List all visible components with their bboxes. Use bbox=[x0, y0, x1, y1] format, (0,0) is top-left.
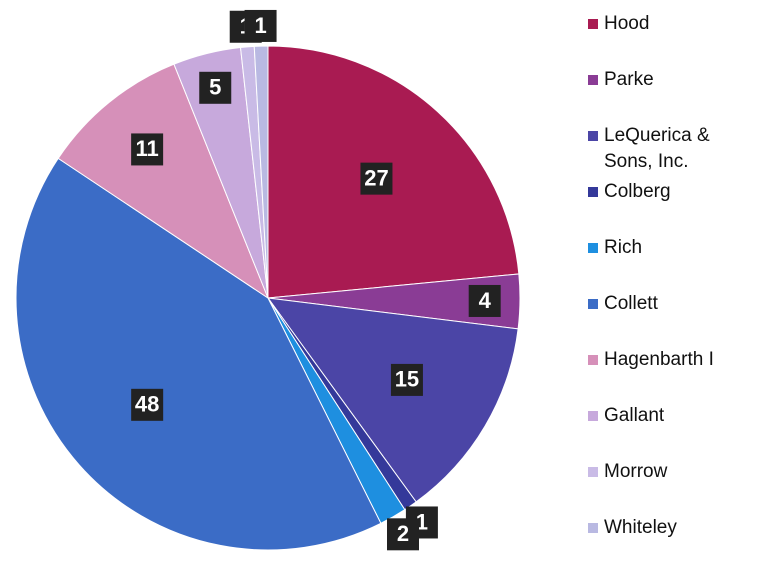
pie-slice bbox=[267, 45, 520, 299]
value-label-text: 5 bbox=[209, 75, 221, 100]
legend-line: Sons, Inc. bbox=[604, 151, 689, 172]
value-label: 48 bbox=[131, 388, 164, 421]
value-label: 27 bbox=[360, 162, 393, 195]
pie-slice bbox=[15, 157, 382, 551]
legend-label: Gallant bbox=[604, 405, 665, 426]
value-label-box bbox=[199, 71, 232, 104]
legend-label: Parke bbox=[604, 69, 654, 90]
legend-line: LeQuerica & bbox=[604, 125, 710, 146]
value-label-box bbox=[387, 518, 420, 551]
value-label-box bbox=[468, 284, 501, 317]
value-label-text: 4 bbox=[479, 288, 492, 313]
value-label: 4 bbox=[468, 284, 501, 317]
legend-label: Hagenbarth I bbox=[604, 349, 714, 370]
value-label-text: 15 bbox=[395, 367, 419, 392]
value-label-text: 27 bbox=[364, 165, 388, 190]
value-label-box bbox=[360, 162, 393, 195]
value-label: 1 bbox=[244, 9, 277, 42]
pie-slice bbox=[266, 297, 519, 503]
value-label-box bbox=[131, 388, 164, 421]
legend-swatch bbox=[588, 131, 598, 141]
value-label-text: 48 bbox=[135, 392, 159, 417]
legend-label: Whiteley bbox=[604, 517, 677, 538]
value-label-box bbox=[244, 9, 277, 42]
legend-swatch bbox=[588, 467, 598, 477]
legend-label: Morrow bbox=[604, 461, 668, 482]
legend-swatch bbox=[588, 355, 598, 365]
value-label: 5 bbox=[199, 71, 232, 104]
legend-swatch bbox=[588, 19, 598, 29]
pie-slice bbox=[57, 63, 270, 300]
value-label-text: 1 bbox=[254, 13, 266, 38]
legend-label: Rich bbox=[604, 237, 642, 258]
value-label: 11 bbox=[131, 133, 164, 166]
value-label: 2 bbox=[387, 518, 420, 551]
legend-swatch bbox=[588, 523, 598, 533]
legend-label: LeQuerica & Sons, Inc. bbox=[604, 125, 710, 172]
legend-swatch bbox=[588, 299, 598, 309]
legend-label: Collett bbox=[604, 293, 659, 314]
value-label: 15 bbox=[390, 363, 423, 396]
legend-label: Hood bbox=[604, 13, 649, 34]
pie-slice bbox=[253, 45, 269, 299]
value-label-box bbox=[390, 363, 423, 396]
legend-swatch bbox=[588, 243, 598, 253]
value-label-box bbox=[131, 133, 164, 166]
legend-swatch bbox=[588, 187, 598, 197]
value-label-text: 2 bbox=[397, 521, 409, 546]
legend-swatch bbox=[588, 411, 598, 421]
legend-label: Colberg bbox=[604, 181, 671, 202]
value-label-text: 11 bbox=[136, 136, 159, 161]
legend-swatch bbox=[588, 75, 598, 85]
